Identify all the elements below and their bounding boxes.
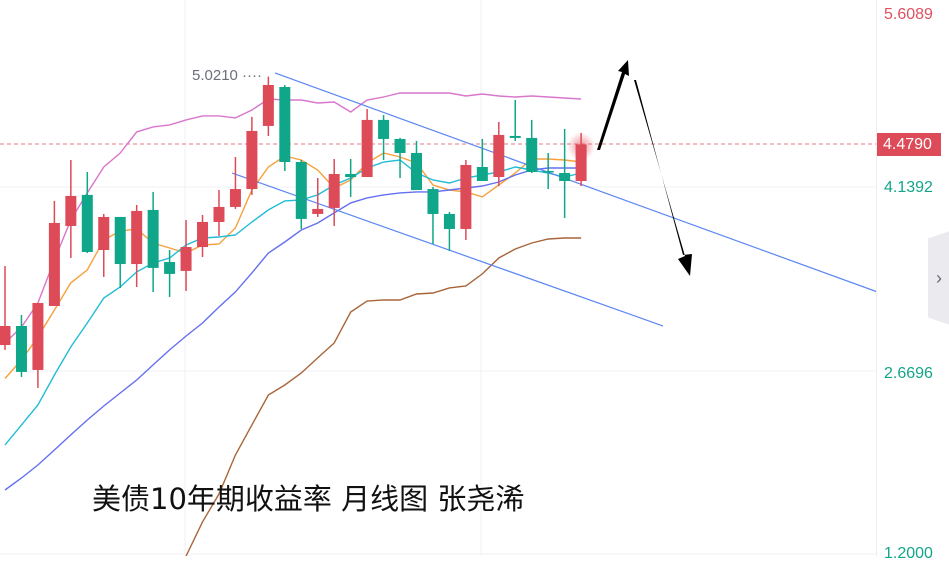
candle-up [229, 189, 241, 207]
candle-up [493, 134, 505, 178]
ma-blue-line [4, 167, 582, 491]
candle-down [526, 137, 538, 173]
y-tick: 2.6696 [884, 365, 933, 382]
candle-up [361, 119, 373, 178]
candle-down [378, 119, 390, 139]
candle-down [394, 138, 406, 153]
candle-up [131, 210, 143, 265]
hand-drawn-arrows [597, 60, 692, 276]
collapse-panel-button[interactable]: › [928, 231, 949, 325]
candle-up [32, 302, 44, 370]
down-arrow-icon [634, 80, 692, 276]
candle-up [0, 326, 11, 346]
candle-down [164, 262, 176, 274]
ma-brown-line [185, 237, 582, 556]
candle-down [81, 194, 93, 253]
candle-up [98, 216, 110, 251]
chart-title: 美债10年期收益率 月线图 张尧浠 [92, 482, 525, 516]
candle-up [246, 130, 258, 190]
y-tick: 4.1392 [884, 179, 933, 196]
candle-up [575, 144, 587, 182]
candle-down [295, 161, 307, 219]
y-tick-top: 5.6089 [884, 6, 933, 23]
grid [0, 0, 876, 556]
candle-down [147, 209, 159, 268]
last-price-badge: 4.4790 [877, 133, 941, 156]
candle-up [180, 247, 192, 271]
candle-up [328, 174, 340, 208]
candle-down [559, 173, 571, 182]
candle-up [48, 222, 60, 306]
candle-down [411, 152, 422, 191]
candle-down [476, 166, 488, 182]
high-value: 5.0210 [192, 67, 238, 84]
high-annotation: 5.0210 ···· [192, 67, 263, 84]
candle-down [279, 86, 291, 162]
candle-down [443, 213, 455, 229]
candle-up [262, 84, 274, 126]
candle-up [197, 221, 209, 248]
trendline[interactable] [274, 72, 877, 293]
candle-down [427, 189, 439, 214]
price-axis: 5.6089 4.4790 4.1392 2.6696 1.2000 › [876, 0, 949, 562]
candle-down [509, 135, 521, 138]
candle-down [345, 174, 357, 178]
candle-down [542, 171, 554, 173]
candle-up [312, 208, 324, 214]
y-tick: 1.2000 [884, 545, 933, 562]
candle-down [15, 326, 27, 372]
candle-down [114, 216, 126, 265]
candle-up [65, 195, 77, 226]
chevron-right-icon: › [936, 267, 942, 288]
ma-pink-line [4, 92, 582, 344]
candle-up [213, 206, 225, 222]
candle-up [460, 164, 472, 229]
up-arrow-icon [597, 60, 629, 150]
